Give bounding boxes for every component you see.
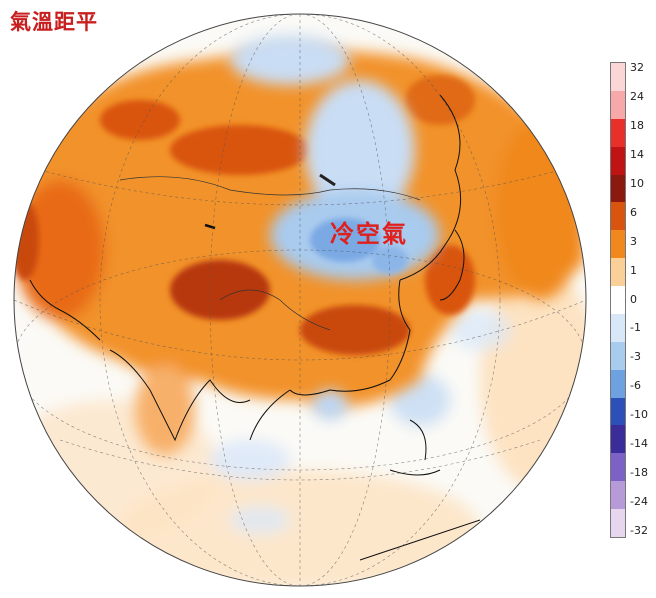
colorbar-swatch (611, 90, 625, 119)
colorbar-swatch (611, 397, 625, 426)
colorbar-swatch (611, 146, 625, 175)
colorbar-tick-label: 18 (630, 118, 644, 132)
colorbar-tick-label: -6 (630, 379, 641, 393)
colorbar-tick-label: -10 (630, 408, 648, 422)
colorbar-swatch (611, 369, 625, 398)
graticule (14, 14, 586, 586)
colorbar-tick-label: -3 (630, 350, 641, 364)
colorbar-swatch (611, 174, 625, 203)
colorbar-swatch (611, 258, 625, 286)
colorbar-tick-label: 3 (630, 234, 637, 248)
cold-air-label: 冷空氣 (330, 219, 408, 248)
colorbar-swatch (611, 313, 625, 342)
globe-outline (13, 13, 587, 587)
colorbar-tick-label: 24 (630, 89, 644, 103)
coastlines (29, 94, 481, 561)
colorbar-labels: 32 24 18 14 10 6 3 1 0 -1 -3 -6 -10 -14 -18 -24 -32 (630, 62, 656, 536)
colorbar (610, 62, 626, 538)
colorbar-tick-label: -14 (630, 437, 648, 451)
colorbar-swatch (611, 453, 625, 482)
colorbar-swatch (611, 118, 625, 147)
map-title: 氣溫距平 (10, 9, 98, 34)
colorbar-tick-label: -32 (630, 524, 648, 537)
colorbar-swatch (611, 286, 625, 314)
colorbar-tick-label: -18 (630, 466, 648, 480)
colorbar-tick-label: 6 (630, 205, 637, 219)
colorbar-swatch (611, 481, 625, 509)
colorbar-tick-label: -1 (630, 321, 641, 335)
colorbar-swatch (611, 63, 625, 91)
colorbar-swatch (611, 341, 625, 370)
colorbar-tick-label: 0 (630, 292, 637, 306)
colorbar-tick-label: 10 (630, 176, 644, 190)
colorbar-tick-label: -24 (630, 495, 648, 509)
colorbar-swatch (611, 202, 625, 231)
strong-warm-patches (14, 75, 475, 355)
colorbar-tick-label: 1 (630, 263, 637, 277)
colorbar-tick-label: 14 (630, 147, 644, 161)
colorbar-swatch (611, 509, 625, 537)
colorbar-swatch (611, 425, 625, 454)
colorbar-tick-label: 32 (630, 61, 644, 74)
colorbar-swatch (611, 230, 625, 259)
